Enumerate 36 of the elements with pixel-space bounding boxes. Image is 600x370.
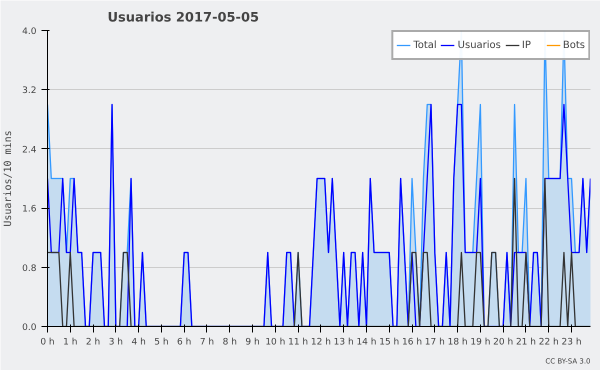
x-tick-label: 14 h [356, 338, 376, 348]
x-tick-label: 19 h [470, 338, 490, 348]
legend-label: IP [522, 40, 532, 50]
y-axis-title: Usuarios/10 mins [3, 130, 14, 227]
x-tick-label: 5 h [154, 338, 169, 348]
x-tick-label: 13 h [334, 338, 354, 348]
x-tick-label: 12 h [310, 338, 331, 348]
x-tick-label: 8 h [222, 338, 237, 348]
x-tick-label: 3 h [108, 338, 123, 348]
x-tick-label: 1 h [63, 338, 78, 348]
x-tick-label: 20 h [493, 338, 514, 348]
x-tick-label: 2 h [86, 338, 100, 348]
x-tick-label: 6 h [177, 338, 192, 348]
x-tick-label: 9 h [245, 338, 260, 348]
x-tick-label: 22 h [538, 338, 559, 348]
x-tick-label: 10 h [265, 338, 286, 348]
legend-label: Total [413, 40, 437, 50]
y-tick-label: 4.0 [22, 27, 37, 37]
y-tick-label: 1.6 [22, 204, 37, 215]
y-tick-label: 0.8 [22, 264, 37, 274]
x-tick-label: 23 h [562, 338, 582, 348]
chart-title: Usuarios 2017-05-05 [108, 10, 260, 26]
x-tick-label: 18 h [448, 338, 468, 348]
x-tick-label: 15 h [379, 338, 400, 348]
y-tick-label: 2.4 [22, 145, 37, 156]
y-tick-label: 0.0 [22, 323, 37, 333]
x-tick-label: 11 h [288, 338, 308, 348]
x-tick-label: 7 h [200, 338, 214, 348]
x-tick-label: 4 h [131, 338, 146, 348]
legend-label: Usuarios [458, 40, 501, 50]
y-tick-label: 3.2 [22, 86, 37, 96]
x-tick-label: 17 h [424, 338, 445, 348]
x-tick-label: 21 h [516, 338, 536, 348]
x-tick-label: 0 h [40, 338, 55, 348]
legend-label: Bots [562, 40, 585, 50]
x-tick-label: 16 h [402, 338, 422, 348]
